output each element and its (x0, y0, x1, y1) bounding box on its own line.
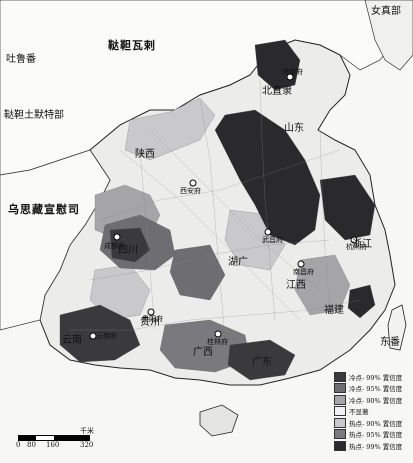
label-sichuan: 四川 (118, 245, 138, 256)
label-city-xian: 西安府 (180, 187, 201, 195)
legend-swatch (334, 371, 346, 382)
zone-light-southeast (294, 254, 351, 316)
northeast-region (364, 0, 413, 71)
city-marker-nanchang (297, 260, 305, 268)
legend-item: 冷点- 95% 置信度 (334, 383, 412, 395)
label-beizhili: 北直隶 (262, 86, 292, 97)
zone-mid-hunan (169, 244, 226, 301)
city-marker-jinan (286, 73, 294, 81)
label-jiangxi: 江西 (286, 280, 306, 291)
scale-bar-graphic (18, 435, 90, 441)
label-jurchen: 女真部 (371, 6, 401, 17)
legend-swatch (334, 429, 346, 440)
scale-tick: 80 (27, 441, 36, 449)
hainan-island (199, 404, 239, 437)
scale-tick: 320 (80, 441, 94, 449)
city-marker-yunnan (89, 332, 97, 340)
taiwan-island (387, 304, 407, 351)
city-marker-guilin (214, 330, 222, 338)
label-shaanxi: 陕西 (135, 149, 155, 160)
legend-swatch (334, 383, 346, 394)
legend: 冷点- 99% 置信度 冷点- 95% 置信度 冷点- 90% 置信度 不显著 … (334, 371, 412, 452)
zone-dark-fujian (347, 284, 376, 319)
label-city-jinan: 济南府 (282, 68, 303, 76)
tibet-region (0, 149, 111, 331)
label-guizhou: 贵州 (140, 317, 160, 328)
city-marker-chengdu (113, 233, 121, 241)
label-mongolia: 鞑靼瓦剌 (108, 39, 156, 52)
label-guangxi: 广西 (193, 347, 213, 358)
scale-tick: 160 (46, 441, 60, 449)
label-city-guilin: 桂林府 (207, 338, 228, 346)
label-zhejiang: 浙江 (352, 239, 372, 250)
city-marker-wuchang (264, 228, 272, 236)
label-shandong: 山东 (284, 123, 304, 134)
label-turpan: 吐鲁番 (6, 54, 36, 65)
legend-label: 冷点- 99% 置信度 (349, 373, 403, 382)
label-tibet: 乌思藏宣慰司 (8, 203, 80, 216)
legend-item: 不显著 (334, 406, 412, 418)
zone-dark-guangdong (227, 339, 296, 381)
city-marker-xian (189, 179, 197, 187)
legend-label: 冷点- 90% 置信度 (349, 396, 403, 405)
legend-swatch (334, 417, 346, 428)
city-markers (89, 73, 358, 340)
legend-label: 不显著 (349, 408, 369, 417)
city-marker-guiyang (147, 308, 155, 316)
zone-dark-jiangnan (319, 174, 376, 241)
label-huguang: 湖广 (228, 257, 248, 268)
label-city-guiyang: 贵阳府 (142, 315, 163, 323)
zone-dark-north-plain (214, 109, 321, 246)
scale-tick: 0 (16, 441, 21, 449)
legend-item: 冷点- 90% 置信度 (334, 394, 412, 406)
label-city-nanchang: 南昌府 (293, 268, 314, 276)
legend-label: 热点- 95% 置信度 (349, 431, 403, 440)
legend-swatch (334, 394, 346, 405)
legend-item: 热点- 95% 置信度 (334, 429, 412, 441)
label-city-chengdu: 成都府 (104, 242, 125, 250)
legend-item: 冷点- 99% 置信度 (334, 371, 412, 383)
label-fujian: 福建 (324, 305, 344, 316)
legend-swatch (334, 406, 346, 417)
label-guangdong: 广东 (252, 357, 272, 368)
label-tatar-tumote: 鞑靼土默特部 (4, 110, 64, 121)
legend-label: 热点- 90% 置信度 (349, 419, 403, 428)
legend-label: 热点- 99% 置信度 (349, 442, 403, 451)
label-yunnan: 云南 (62, 335, 82, 346)
county-boundaries (70, 79, 361, 341)
legend-item: 热点- 99% 置信度 (334, 440, 412, 452)
label-city-wuchang: 武昌府 (262, 236, 283, 244)
label-east-sea: 东番 (380, 337, 400, 348)
legend-label: 冷点- 95% 置信度 (349, 385, 403, 394)
legend-swatch (334, 440, 346, 451)
zone-light-north (124, 97, 216, 161)
city-marker-hangzhou (350, 236, 358, 244)
legend-item: 热点- 90% 置信度 (334, 417, 412, 429)
label-city-hangzhou: 杭州府 (346, 243, 367, 251)
zone-dark-yunnan (59, 304, 141, 363)
label-city-yunnan: 云南府 (96, 332, 117, 340)
scale-unit: 千米 (80, 427, 94, 435)
